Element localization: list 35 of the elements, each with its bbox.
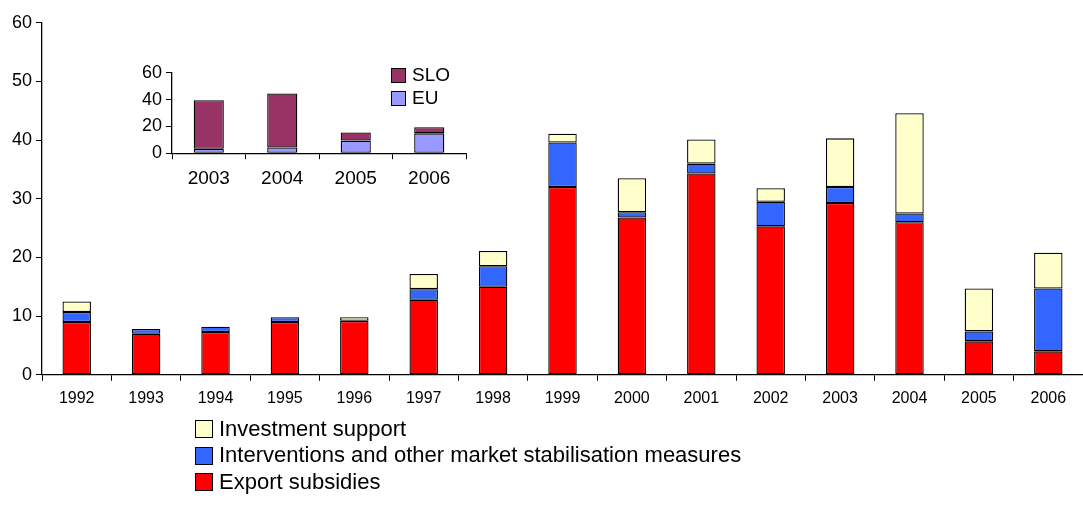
y-tick-label: 10 (11, 305, 33, 326)
legend-label: SLO (411, 64, 450, 87)
y-tick-label: 50 (11, 70, 33, 91)
y-tick-label: 20 (11, 246, 33, 267)
x-tick-label: 2004 (891, 388, 928, 406)
x-tick-label: 2003 (187, 166, 230, 188)
y-tick-label: 30 (11, 187, 33, 208)
x-tick-label: 1995 (267, 388, 303, 406)
x-tick-label: 1999 (544, 388, 581, 406)
y-tick-label: 40 (11, 129, 33, 150)
y-tick-label: 40 (141, 88, 163, 109)
x-tick-label: 2006 (408, 166, 451, 188)
y-tick-label: 0 (152, 142, 163, 163)
x-tick-label: 1994 (197, 388, 234, 406)
x-tick-label: 2003 (822, 388, 858, 406)
x-tick-label: 1992 (58, 388, 95, 406)
y-tick-label: 0 (22, 363, 33, 384)
x-tick-label: 2005 (961, 388, 997, 406)
x-tick-label: 2005 (334, 166, 377, 188)
x-tick-label: 2002 (752, 388, 789, 406)
x-tick-label: 1993 (128, 388, 165, 406)
legend-label: EU (411, 86, 439, 110)
x-tick-label: 2001 (683, 388, 720, 406)
x-tick-label: 2000 (614, 388, 650, 406)
x-tick-label: 1998 (475, 388, 512, 406)
y-tick-label: 60 (11, 11, 33, 32)
x-tick-label: 1996 (336, 388, 373, 406)
legend-label: Export subsidies (219, 468, 381, 496)
legend-label: Investment support (219, 416, 407, 443)
x-tick-label: 2006 (1030, 388, 1067, 406)
y-tick-label: 20 (141, 115, 163, 136)
x-tick-label: 2004 (261, 166, 304, 188)
y-tick-label: 60 (141, 61, 163, 82)
legend-label: Interventions and other market stabilisation measures (219, 442, 742, 469)
x-tick-label: 1997 (405, 388, 442, 406)
